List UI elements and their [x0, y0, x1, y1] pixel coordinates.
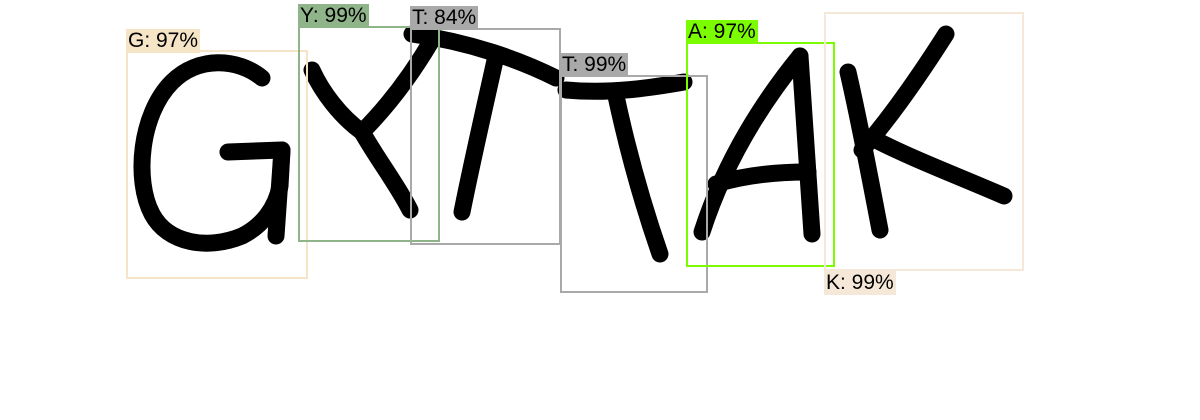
detection-label-k: K: 99%	[824, 271, 896, 295]
detection-label-t-second: T: 99%	[560, 53, 629, 77]
detection-label-a: A: 97%	[686, 20, 758, 44]
detection-label-y: Y: 99%	[298, 4, 369, 28]
bounding-box-g	[126, 50, 308, 279]
detection-label-t-first: T: 84%	[410, 6, 479, 30]
bounding-box-k	[824, 12, 1024, 271]
bounding-box-y	[298, 26, 440, 242]
detection-label-g: G: 97%	[126, 29, 201, 53]
bounding-box-t-first	[410, 28, 561, 245]
bounding-box-t-second	[560, 75, 708, 293]
bounding-box-a	[686, 42, 835, 267]
